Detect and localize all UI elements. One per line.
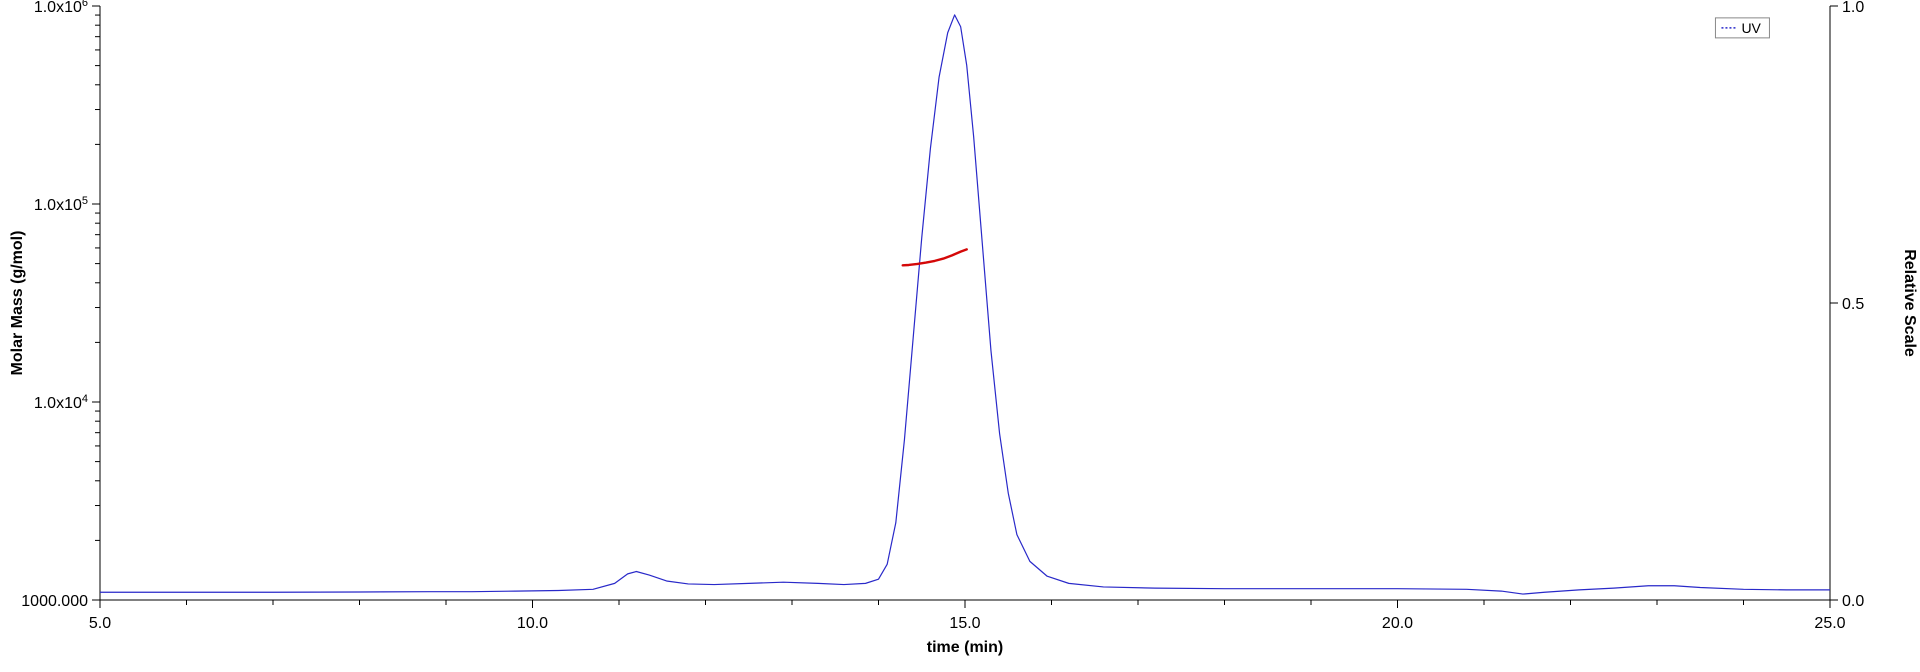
y-right-tick-label: 1.0	[1842, 0, 1864, 16]
y-left-tick-label: 1.0x105	[34, 195, 88, 214]
x-tick-label: 15.0	[949, 615, 980, 632]
x-axis-label: time (min)	[927, 639, 1003, 656]
y-right-tick-label: 0.5	[1842, 296, 1864, 313]
y-right-axis-label: Relative Scale	[1901, 249, 1918, 357]
x-tick-label: 10.0	[517, 615, 548, 632]
x-tick-label: 20.0	[1382, 615, 1413, 632]
y-left-axis-label: Molar Mass (g/mol)	[9, 231, 26, 376]
y-left-tick-label: 1.0x106	[34, 0, 88, 16]
y-right-tick-label: 0.0	[1842, 593, 1864, 610]
legend-label: UV	[1741, 20, 1761, 36]
y-left-tick-label: 1000.000	[21, 593, 88, 610]
x-tick-label: 25.0	[1814, 615, 1845, 632]
series-molarmass	[903, 249, 967, 265]
chromatogram-chart: 5.0 10.0 15.0 20.0 25.0 time (min) 1000.000 1.0…	[0, 0, 1920, 672]
y-left-tick-label: 1.0x104	[34, 393, 88, 412]
series-uv	[100, 15, 1830, 594]
x-tick-label: 5.0	[89, 615, 111, 632]
chart-svg: 5.0 10.0 15.0 20.0 25.0 time (min) 1000.000 1.0…	[0, 0, 1920, 672]
